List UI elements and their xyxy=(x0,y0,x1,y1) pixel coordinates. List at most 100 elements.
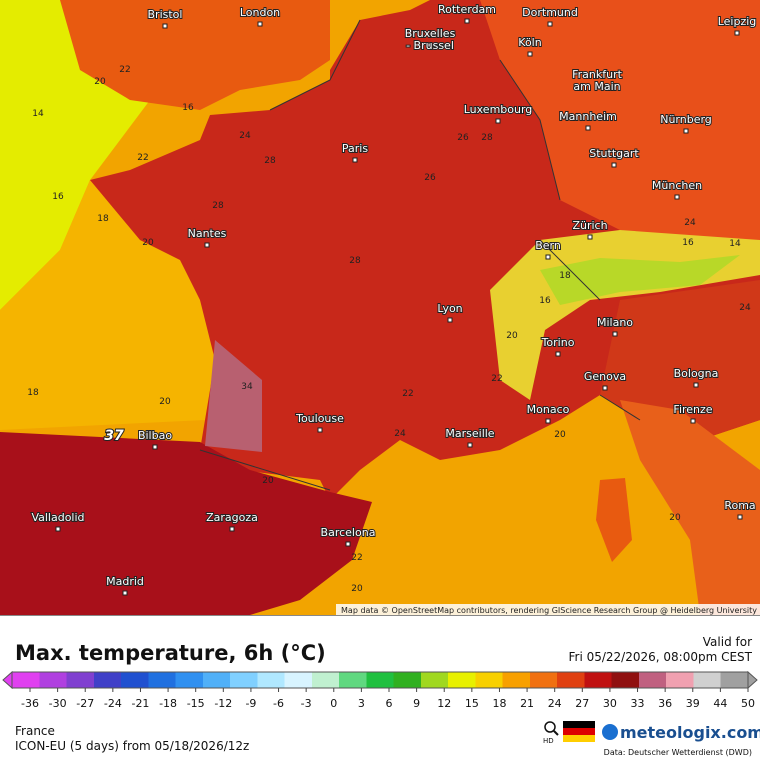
temperature-label: 22 xyxy=(402,389,413,399)
colorbar-tick-label: -24 xyxy=(104,697,122,710)
temperature-label: 28 xyxy=(212,201,224,211)
temperature-label: 20 xyxy=(142,238,154,248)
city-marker xyxy=(693,382,699,388)
city-labels: Bristol London Rotterdam Dortmund Bruxelles-… xyxy=(30,2,757,596)
city-name: Genova xyxy=(584,370,626,383)
valid-time: Fri 05/22/2026, 08:00pm CEST xyxy=(568,650,752,664)
city-name: Köln xyxy=(518,36,541,49)
colorbar-tick-label: 30 xyxy=(603,697,617,710)
valid-label: Valid for xyxy=(703,635,752,649)
temperature-labels: 22 20 14 16 16 18 20 22 24 28 28 26 28 26 28 24 16 14 18 16… xyxy=(27,65,751,594)
brand[interactable]: meteologix.com xyxy=(620,723,760,742)
city-marker xyxy=(257,21,263,27)
city-marker xyxy=(545,254,551,260)
temperature-label: 22 xyxy=(119,65,130,75)
colorbar-tick-label: 24 xyxy=(548,697,562,710)
colorbar-tick-label: 12 xyxy=(437,697,451,710)
temperature-label: 28 xyxy=(349,256,361,266)
flag-gold xyxy=(563,735,595,742)
spain xyxy=(0,432,372,615)
colorbar-tick-label: -27 xyxy=(76,697,94,710)
city-marker xyxy=(352,157,358,163)
city-marker xyxy=(683,128,689,134)
colorbar-tick-label: 33 xyxy=(631,697,645,710)
data-source: Data: Deutscher Wetterdienst (DWD) xyxy=(604,748,752,757)
temperature-label: 18 xyxy=(97,214,109,224)
city-marker xyxy=(527,51,533,57)
temperature-label: 18 xyxy=(27,388,39,398)
temperature-label: 20 xyxy=(262,476,274,486)
city-marker xyxy=(204,242,210,248)
borders xyxy=(199,19,641,491)
temperature-label: 16 xyxy=(682,238,694,248)
city-marker xyxy=(594,83,600,89)
temperature-label: 20 xyxy=(669,513,681,523)
temperature-label: 20 xyxy=(351,584,363,594)
city-marker xyxy=(447,317,453,323)
colorbar-tick-label: 9 xyxy=(413,697,420,710)
biscay xyxy=(0,180,215,430)
city-name: Nürnberg xyxy=(660,113,712,126)
temperature-label: 26 xyxy=(424,173,436,183)
colorbar-tick-label: 0 xyxy=(330,697,337,710)
city-marker xyxy=(464,18,470,24)
colorbar-tick-label: 15 xyxy=(465,697,479,710)
temperature-label: 14 xyxy=(729,239,741,249)
city-name: Bristol xyxy=(148,8,183,21)
temperature-label: 20 xyxy=(554,430,566,440)
temperature-label: 20 xyxy=(94,77,106,87)
colorbar-tick-label: -36 xyxy=(21,697,39,710)
city-name: Lyon xyxy=(437,302,462,315)
flag-red xyxy=(563,728,595,735)
colorbar-low-arrow xyxy=(2,670,13,690)
city-marker xyxy=(690,418,696,424)
city-name: Barcelona xyxy=(321,526,376,539)
alps-high xyxy=(540,255,740,305)
city-marker xyxy=(152,444,158,450)
city-marker xyxy=(587,234,593,240)
britain xyxy=(60,0,330,110)
city-marker xyxy=(674,194,680,200)
colorbar-tick-label: 39 xyxy=(686,697,700,710)
colorbar-tick-label: 3 xyxy=(358,697,365,710)
temperature-label: 18 xyxy=(559,271,571,281)
temperature-label: 34 xyxy=(241,382,253,392)
city-name: Milano xyxy=(597,316,633,329)
temperature-label: 22 xyxy=(137,153,148,163)
colorbar-tick-label: -30 xyxy=(49,697,67,710)
map: Map data © OpenStreetMap contributors, r… xyxy=(0,0,760,615)
city-name: Bilbao xyxy=(138,429,172,442)
italy xyxy=(620,400,760,615)
city-name: Nantes xyxy=(188,227,227,240)
temperature-label: 24 xyxy=(684,218,696,228)
city-marker xyxy=(545,418,551,424)
city-name: Stuttgart xyxy=(589,147,639,160)
colorbar-gradient xyxy=(11,671,749,689)
city-marker xyxy=(467,442,473,448)
zoom-icon[interactable] xyxy=(544,721,556,733)
city-name: Monaco xyxy=(527,403,570,416)
colorbar-high-arrow xyxy=(747,670,758,690)
temperature-label: 22 xyxy=(351,553,362,563)
city-name: Torino xyxy=(541,336,575,349)
colorbar-tick-label: -9 xyxy=(245,697,256,710)
city-name: Bern xyxy=(535,239,561,252)
city-name: Mannheim xyxy=(559,110,617,123)
temperature-label: 24 xyxy=(394,429,406,439)
city-name: Zaragoza xyxy=(206,511,258,524)
landes-hot xyxy=(205,340,262,452)
region: France xyxy=(15,724,55,738)
city-name: Leipzig xyxy=(718,15,757,28)
city-name: Zürich xyxy=(572,219,607,232)
colorbar-tick-label: -6 xyxy=(273,697,284,710)
model: ICON-EU (5 days) from 05/18/2026/12z xyxy=(15,739,249,753)
colorbar-tick-label: 27 xyxy=(575,697,589,710)
city-name: Bologna xyxy=(674,367,719,380)
flag-black xyxy=(563,721,595,728)
atlantic-cool xyxy=(0,0,240,310)
city-marker xyxy=(162,23,168,29)
brand-logo xyxy=(602,724,618,740)
city-marker xyxy=(345,541,351,547)
city-marker xyxy=(547,21,553,27)
